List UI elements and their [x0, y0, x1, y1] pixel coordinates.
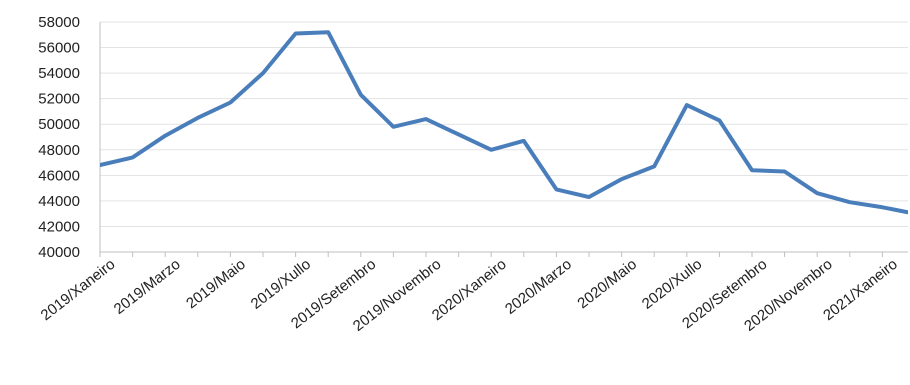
- gridlines: [100, 21, 908, 227]
- x-tick-label: 2020/Marzo: [502, 256, 575, 318]
- y-tick-label: 40000: [38, 244, 80, 261]
- x-tick-label: 2019/Xullo: [248, 256, 314, 313]
- y-tick-label: 44000: [38, 193, 80, 210]
- y-tick-label: 46000: [38, 167, 80, 184]
- x-tick-label: 2019/Marzo: [111, 256, 184, 318]
- y-tick-label: 58000: [38, 14, 80, 31]
- series-line: [100, 30, 908, 215]
- x-tick-label: 2020/Maio: [574, 256, 640, 313]
- series-layer: [99, 30, 908, 215]
- y-axis: 40000 42000 44000 46000 48000 50000 52000 54000…: [38, 14, 101, 261]
- x-tick-label: 2019/Xaneiro: [38, 256, 119, 324]
- x-tick-label: 2019/Maio: [183, 256, 249, 313]
- x-tick-label: 2020/Xullo: [639, 256, 705, 313]
- y-tick-label: 54000: [38, 65, 80, 82]
- y-tick-label: 52000: [38, 91, 80, 108]
- y-tick-label: 48000: [38, 142, 80, 159]
- y-tick-label: 56000: [38, 40, 80, 57]
- y-tick-label: 42000: [38, 218, 80, 235]
- y-tick-label: 50000: [38, 116, 80, 133]
